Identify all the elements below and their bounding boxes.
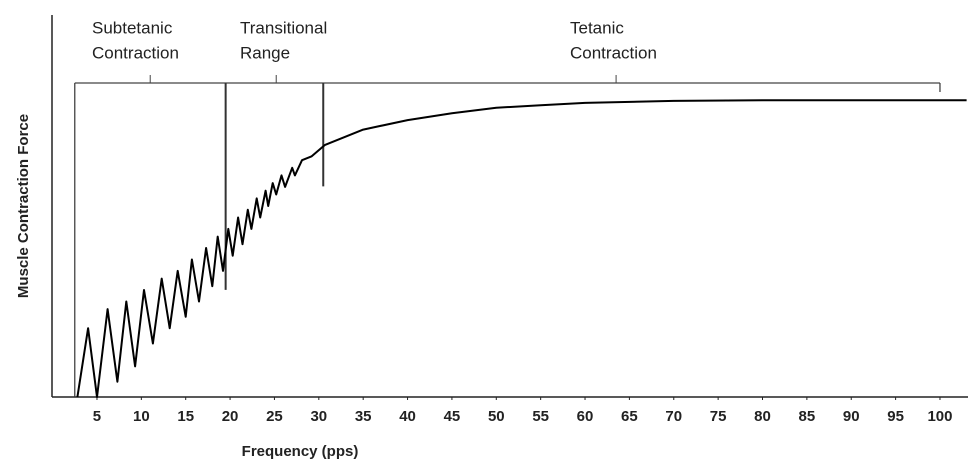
x-tick-label: 40: [399, 408, 416, 425]
x-tick-label: 85: [799, 408, 816, 425]
x-tick-label: 60: [577, 408, 594, 425]
x-tick-label: 50: [488, 408, 505, 425]
x-tick-label: 5: [93, 408, 101, 425]
region-label: Contraction: [570, 43, 657, 62]
x-tick-label: 100: [927, 408, 952, 425]
x-tick-label: 65: [621, 408, 638, 425]
x-axis-title: Frequency (pps): [242, 443, 359, 460]
region-label: Subtetanic: [92, 18, 173, 37]
x-tick-label: 90: [843, 408, 860, 425]
x-tick-label: 55: [532, 408, 549, 425]
region-label: Range: [240, 43, 290, 62]
region-label: Contraction: [92, 43, 179, 62]
x-tick-label: 45: [444, 408, 461, 425]
chart: Frequency (pps) Muscle Contraction Force…: [0, 0, 968, 464]
x-tick-label: 80: [754, 408, 771, 425]
x-tick-label: 35: [355, 408, 372, 425]
region-label: Transitional: [240, 18, 327, 37]
y-axis-title: Muscle Contraction Force: [15, 114, 32, 298]
x-tick-label: 25: [266, 408, 283, 425]
x-tick-label: 75: [710, 408, 727, 425]
x-tick-label: 20: [222, 408, 239, 425]
x-tick-label: 10: [133, 408, 150, 425]
force-curve: [77, 100, 966, 397]
x-tick-label: 95: [887, 408, 904, 425]
x-tick-label: 70: [665, 408, 682, 425]
region-label: Tetanic: [570, 18, 624, 37]
x-tick-label: 15: [177, 408, 194, 425]
x-tick-label: 30: [310, 408, 327, 425]
